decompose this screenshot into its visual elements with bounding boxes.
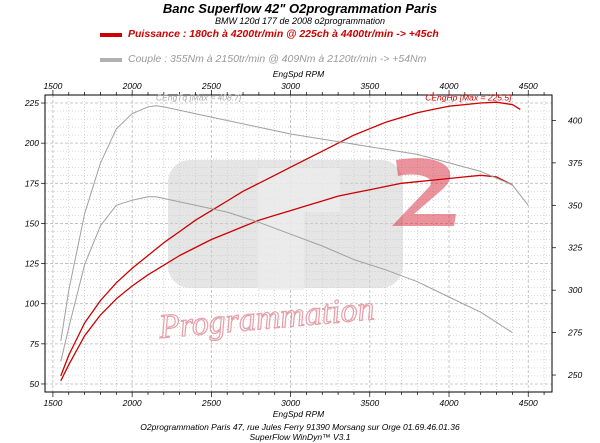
legend-power-label: Puissance : 180ch à 4200tr/min @ 225ch à… bbox=[128, 28, 439, 40]
x-tick-label-bottom: 2000 bbox=[122, 398, 142, 408]
legend-torque-label: Couple : 355Nm à 2150tr/min @ 409Nm à 21… bbox=[128, 53, 427, 65]
x-tick-label-top: 3000 bbox=[281, 81, 300, 91]
x-tick-label-bottom: 3500 bbox=[360, 398, 379, 408]
y-right-tick-label: 375 bbox=[568, 158, 582, 168]
series-line-2 bbox=[60, 174, 513, 382]
y-right-tick-label: 350 bbox=[568, 200, 582, 210]
y-right-tick-label: 275 bbox=[567, 328, 582, 338]
footer-software: SuperFlow WinDyn™ V3.1 bbox=[249, 432, 351, 442]
x-tick-label-top: 4500 bbox=[519, 81, 538, 91]
y-left-tick-label: 175 bbox=[25, 178, 39, 188]
y-right-tick-label: 250 bbox=[567, 370, 582, 380]
annotation-power-max: CEngHp [Max = 225.5] bbox=[425, 93, 512, 103]
y-left-tick-label: 225 bbox=[24, 98, 39, 108]
x-axis-label-bottom: EngSpd RPM bbox=[273, 409, 325, 419]
legend-power-swatch bbox=[100, 33, 122, 37]
y-left-tick-label: 200 bbox=[24, 138, 39, 148]
annotation-torque-max: CEngTq [Max = 408.7] bbox=[156, 93, 242, 103]
x-tick-label-bottom: 4500 bbox=[519, 398, 538, 408]
chart-title: Banc Superflow 42" O2programmation Paris bbox=[162, 1, 438, 16]
y-left-tick-label: 100 bbox=[25, 299, 39, 309]
y-right-tick-label: 325 bbox=[568, 243, 582, 253]
y-right-tick-label: 400 bbox=[568, 115, 582, 125]
x-tick-label-bottom: 2500 bbox=[201, 398, 221, 408]
y-right-tick-label: 300 bbox=[568, 285, 582, 295]
x-tick-label-top: 1500 bbox=[43, 81, 62, 91]
o2-logo bbox=[168, 158, 456, 290]
plot-frame bbox=[44, 94, 553, 393]
watermark-text: Programmation bbox=[156, 290, 375, 346]
x-tick-label-bottom: 1500 bbox=[43, 398, 62, 408]
x-tick-label-bottom: 3000 bbox=[281, 398, 300, 408]
footer-address: O2programmation Paris 47, rue Jules Ferr… bbox=[140, 422, 460, 432]
y-left-tick-label: 50 bbox=[30, 379, 40, 389]
legend-torque-swatch bbox=[100, 58, 122, 62]
x-tick-label-top: 3500 bbox=[360, 81, 379, 91]
x-tick-label-top: 2000 bbox=[122, 81, 142, 91]
x-axis-label-top: EngSpd RPM bbox=[273, 69, 325, 79]
y-left-tick-label: 75 bbox=[30, 339, 40, 349]
x-tick-label-top: 4000 bbox=[440, 81, 459, 91]
series-line-3 bbox=[60, 105, 529, 342]
series-line-1 bbox=[60, 101, 521, 377]
y-left-tick-label: 150 bbox=[25, 218, 39, 228]
series-line-4 bbox=[60, 196, 513, 362]
axes: 1500 1500 2000 2000 2500 2500 3000 3000 3500 3500… bbox=[24, 69, 583, 419]
x-tick-label-bottom: 4000 bbox=[440, 398, 459, 408]
y-left-tick-label: 125 bbox=[25, 259, 39, 269]
chart-subtitle: BMW 120d 177 de 2008 o2programmation bbox=[214, 16, 386, 26]
series-group bbox=[60, 101, 529, 382]
x-tick-label-top: 2500 bbox=[201, 81, 221, 91]
